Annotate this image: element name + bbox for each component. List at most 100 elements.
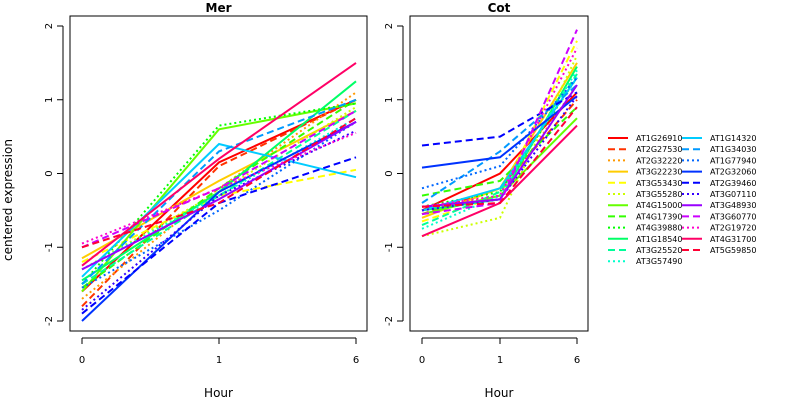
legend-label: AT1G14320	[710, 134, 756, 143]
legend-label: AT3G22230	[636, 168, 682, 177]
legend-layer: AT1G26910 AT2G27530 AT2G32220 AT3G22230 AT3G…	[608, 134, 756, 266]
series-line-at3g60770	[81, 109, 357, 249]
legend-item: AT3G60770	[682, 212, 756, 221]
panel-cot: Cot -2 -1 0 1 2 0 1 6 Hour	[384, 1, 589, 400]
series-line-at2g19720	[421, 47, 578, 208]
legend-label: AT4G15000	[636, 201, 682, 210]
series-line-at1g26910	[421, 91, 578, 212]
legend-item: AT3G55280	[608, 190, 682, 199]
legend-label: AT2G19720	[710, 224, 756, 233]
series-line-at4g31700	[81, 62, 357, 267]
plot-frame	[409, 15, 589, 332]
y-tick-label: -2	[384, 316, 395, 326]
series-line-at2g39460	[421, 91, 578, 147]
legend-item: AT2G27530	[608, 145, 682, 154]
series-line-at1g77940	[421, 76, 578, 190]
series-line-at4g15000	[81, 102, 357, 293]
series-line-at4g15000	[421, 117, 578, 216]
series-line-at1g34030	[81, 98, 357, 285]
panel-title: Mer	[206, 1, 232, 15]
legend-label: AT2G32220	[636, 156, 682, 165]
panels-layer: Mer -2 -1 0 1 2 0 1 6 Hour Cot -2 -1 0 1 2 0 1 6 Hour	[44, 1, 589, 400]
legend-item: AT4G15000	[608, 201, 682, 210]
series-line-at3g53430	[421, 40, 578, 223]
legend-label: AT3G57490	[636, 257, 682, 266]
legend-item: AT2G39460	[682, 179, 756, 188]
y-tick-label: -1	[384, 242, 395, 252]
y-tick-label: -2	[44, 316, 55, 326]
series-line-at5g59850	[421, 106, 578, 208]
series-line-at1g26910	[81, 98, 357, 293]
series-line-at3g48930	[81, 121, 357, 271]
legend-label: AT4G17390	[636, 212, 682, 221]
y-tick-label: -1	[44, 242, 55, 252]
x-tick-label: 6	[353, 355, 359, 366]
series-line-at4g17390	[81, 98, 357, 289]
series-line-at5g59850	[81, 117, 357, 249]
legend-label: AT3G60770	[710, 212, 756, 221]
series-line-at3g57490	[81, 117, 357, 271]
legend-item: AT3G25520	[608, 246, 682, 255]
series-line-at2g27530	[81, 98, 357, 307]
legend-item: AT5G59850	[682, 246, 756, 255]
series-line-at1g34030	[421, 84, 578, 204]
x-axis-title: Hour	[204, 386, 233, 400]
legend-label: AT1G34030	[710, 145, 756, 154]
plot-frame	[69, 15, 368, 332]
legend-item: AT1G18540	[608, 235, 682, 244]
series-line-at3g07110	[421, 95, 578, 212]
series-line-at3g48930	[421, 84, 578, 208]
legend-label: AT3G53430	[636, 179, 682, 188]
legend-item: AT2G32220	[608, 156, 682, 165]
y-axis-title: centered expression	[1, 139, 15, 261]
series-line-at3g55280	[421, 55, 578, 238]
legend-item: AT1G26910	[608, 134, 682, 143]
series-line-at3g25520	[81, 109, 357, 285]
legend-label: AT3G25520	[636, 246, 682, 255]
legend-label: AT2G27530	[636, 145, 682, 154]
legend-label: AT1G26910	[636, 134, 682, 143]
series-line-at4g17390	[421, 106, 578, 197]
panel-mer: Mer -2 -1 0 1 2 0 1 6 Hour	[44, 1, 368, 400]
legend-label: AT3G55280	[636, 190, 682, 199]
legend-item: AT1G77940	[682, 156, 756, 165]
legend-item: AT1G34030	[682, 145, 756, 154]
legend-item: AT4G17390	[608, 212, 682, 221]
legend-label: AT1G77940	[710, 156, 756, 165]
legend-item: AT3G22230	[608, 168, 682, 177]
x-tick-label: 1	[497, 355, 503, 366]
legend-item: AT2G19720	[682, 224, 756, 233]
series-line-at2g19720	[81, 131, 357, 245]
legend-label: AT5G59850	[710, 246, 756, 255]
x-tick-label: 6	[574, 355, 580, 366]
legend-label: AT4G31700	[710, 235, 756, 244]
series-line-at3g53430	[81, 168, 357, 263]
legend-label: AT4G39880	[636, 224, 682, 233]
y-tick-label: 2	[384, 23, 395, 29]
legend-label: AT2G32060	[710, 168, 756, 177]
legend-label: AT3G07110	[710, 190, 756, 199]
x-tick-label: 0	[79, 355, 85, 366]
x-axis-title: Hour	[485, 386, 514, 400]
y-tick-label: 0	[44, 170, 55, 176]
legend-item: AT4G39880	[608, 224, 682, 233]
legend-label: AT1G18540	[636, 235, 682, 244]
legend-item: AT4G31700	[682, 235, 756, 244]
legend-label: AT3G48930	[710, 201, 756, 210]
legend-item: AT3G07110	[682, 190, 756, 199]
x-tick-label: 0	[419, 355, 425, 366]
panel-title: Cot	[488, 1, 511, 15]
legend-label: AT2G39460	[710, 179, 756, 188]
legend-item: AT3G53430	[608, 179, 682, 188]
legend-item: AT3G57490	[608, 257, 682, 266]
legend-item: AT1G14320	[682, 134, 756, 143]
y-tick-label: 1	[44, 97, 55, 103]
legend-item: AT2G32060	[682, 168, 756, 177]
series-line-at2g32060	[421, 95, 578, 169]
legend-item: AT3G48930	[682, 201, 756, 210]
y-tick-label: 2	[44, 23, 55, 29]
y-tick-label: 0	[384, 170, 395, 176]
x-tick-label: 1	[216, 355, 222, 366]
